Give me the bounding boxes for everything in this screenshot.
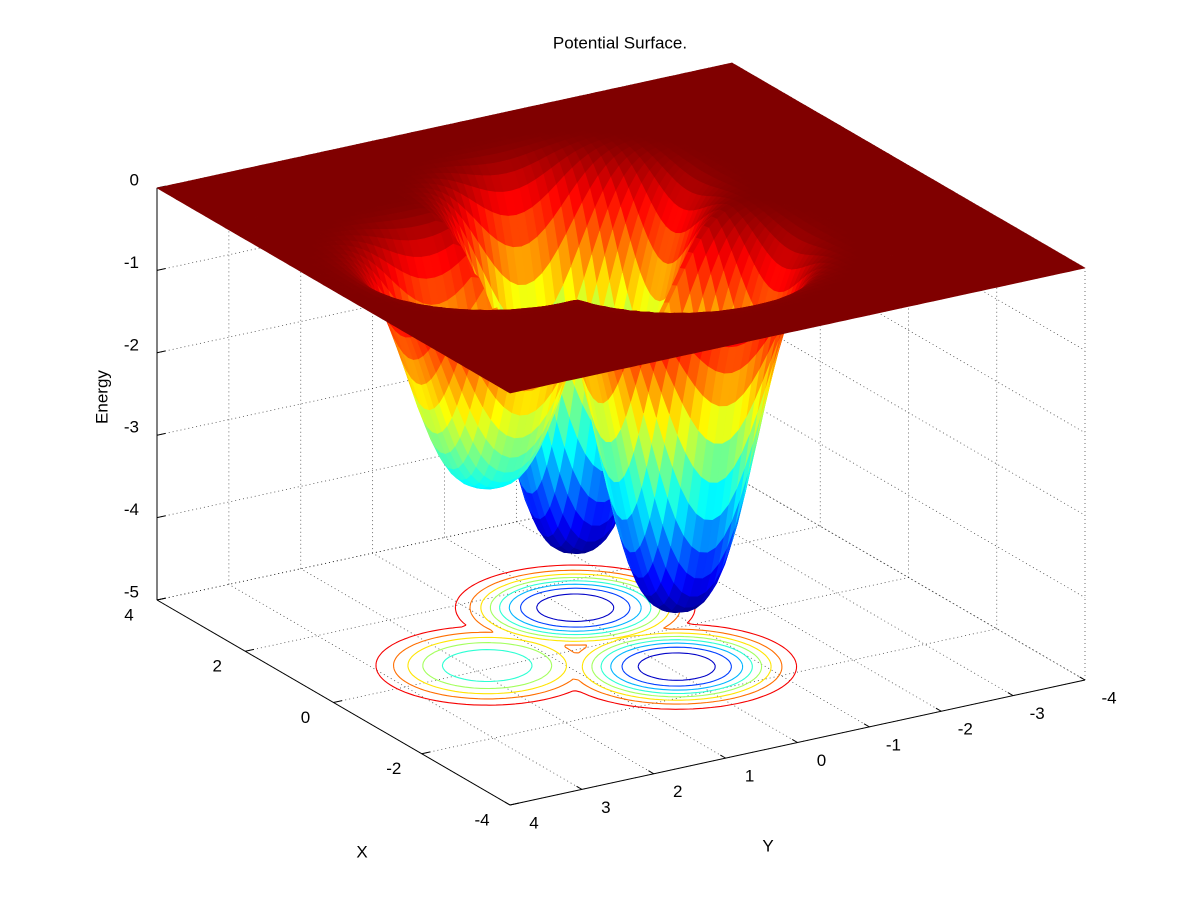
page: -4-2024-4-3-2-101234-5-4-3-2-10 Potentia… — [0, 0, 1201, 901]
chart: -4-2024-4-3-2-101234-5-4-3-2-10 Potentia… — [0, 0, 1201, 901]
